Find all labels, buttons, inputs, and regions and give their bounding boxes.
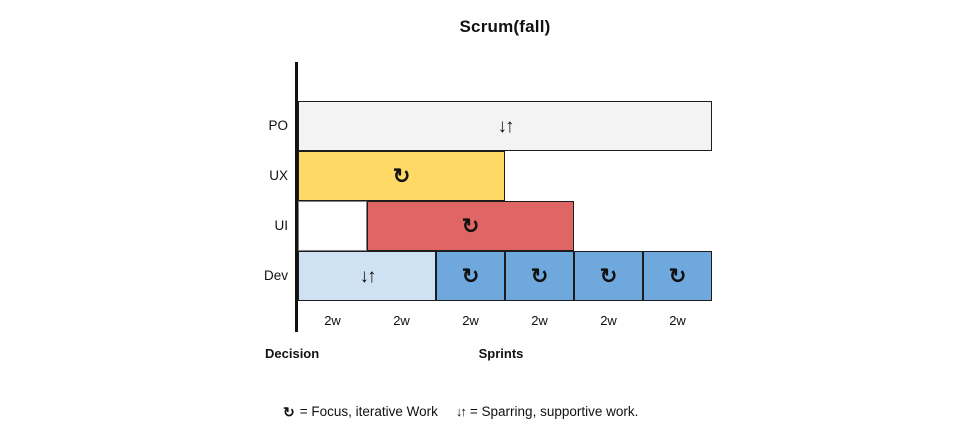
focus-icon: ↻	[461, 214, 480, 238]
bar-dev-blue: ↻	[436, 251, 505, 301]
focus-icon: ↻	[530, 264, 549, 288]
chart-title: Scrum(fall)	[459, 17, 551, 36]
sprint-duration-label: 2w	[531, 313, 548, 328]
sparring-icon: ↓↑	[497, 115, 515, 137]
legend-item-focus: ↻ = Focus, iterative Work	[283, 404, 438, 419]
sparring-icon: ↓↑	[359, 265, 377, 287]
sprint-duration-label: 2w	[324, 313, 341, 328]
focus-icon: ↻	[668, 264, 687, 288]
bar-po-gray: ↓↑	[298, 101, 712, 151]
y-axis-line	[295, 62, 298, 332]
bar-dev-blue: ↻	[643, 251, 712, 301]
row-label-ui: UI	[274, 218, 289, 233]
bar-dev-blue: ↻	[505, 251, 574, 301]
bar-ux-yellow: ↻	[298, 151, 505, 201]
row-label-po: PO	[268, 118, 288, 133]
legend: ↻ = Focus, iterative Work ↓↑ = Sparring,…	[283, 404, 638, 419]
axis-label-sprints: Sprints	[478, 346, 524, 361]
sparring-icon: ↓↑	[455, 404, 467, 419]
focus-icon: ↻	[392, 164, 411, 188]
row-label-dev: Dev	[263, 268, 288, 283]
focus-icon: ↻	[283, 403, 295, 420]
legend-text-focus: = Focus, iterative Work	[299, 404, 438, 419]
legend-item-sparring: ↓↑ = Sparring, supportive work.	[456, 404, 638, 419]
bar-ui-white	[298, 201, 367, 251]
focus-icon: ↻	[599, 264, 618, 288]
row-label-ux: UX	[269, 168, 288, 183]
sprint-duration-label: 2w	[600, 313, 617, 328]
sprint-duration-label: 2w	[393, 313, 410, 328]
axis-label-decision: Decision	[265, 346, 320, 361]
bar-dev-blue: ↻	[574, 251, 643, 301]
bar-dev-lightblue: ↓↑	[298, 251, 436, 301]
sprint-duration-label: 2w	[462, 313, 479, 328]
legend-text-sparring: = Sparring, supportive work.	[469, 404, 639, 419]
focus-icon: ↻	[461, 264, 480, 288]
bar-ui-red: ↻	[367, 201, 574, 251]
sprint-duration-label: 2w	[669, 313, 686, 328]
